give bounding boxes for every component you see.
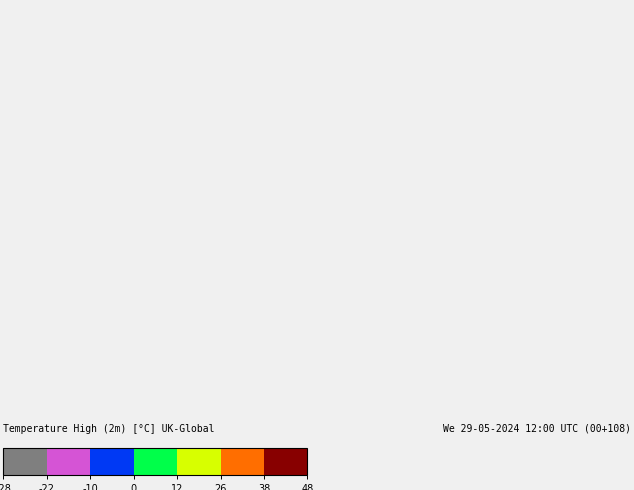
Text: Temperature High (2m) [°C] UK-Global: Temperature High (2m) [°C] UK-Global: [3, 424, 215, 434]
Text: We 29-05-2024 12:00 UTC (00+108): We 29-05-2024 12:00 UTC (00+108): [443, 424, 631, 434]
